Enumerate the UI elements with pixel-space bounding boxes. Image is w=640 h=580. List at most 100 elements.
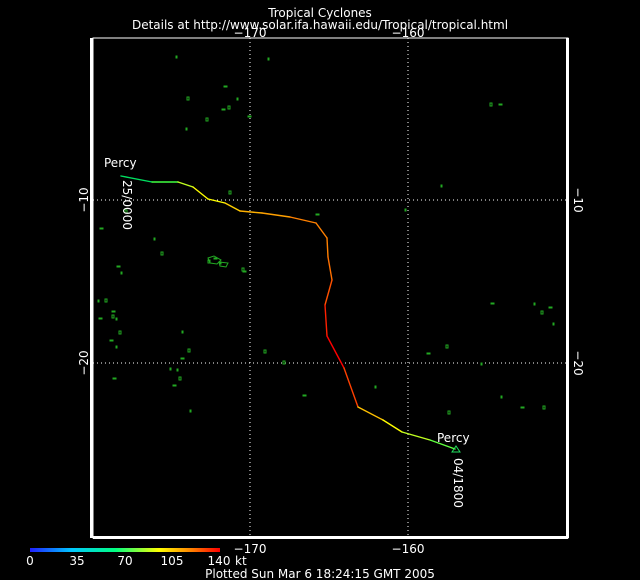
island [447, 410, 451, 415]
island [176, 368, 179, 372]
island [282, 360, 286, 365]
island [267, 57, 270, 61]
storm-end-time: 04/1800 [451, 458, 465, 508]
island [498, 103, 503, 106]
track-segment [357, 406, 384, 421]
island [542, 405, 546, 410]
storm-track-percy [120, 175, 456, 450]
track-segment [207, 198, 226, 204]
track-segment [382, 419, 403, 433]
plotted-timestamp: Plotted Sun Mar 6 18:24:15 GMT 2005 [205, 567, 435, 580]
map-title: Tropical Cyclones [267, 6, 372, 20]
track-segment [120, 175, 153, 183]
island [223, 85, 228, 88]
island [221, 108, 226, 111]
island [118, 330, 122, 335]
island [109, 339, 114, 342]
island [98, 317, 103, 320]
track-segment [289, 216, 317, 224]
storm-start-label: Percy [104, 156, 137, 170]
island [112, 377, 117, 380]
island [500, 395, 503, 399]
island [187, 348, 191, 353]
island [228, 190, 232, 195]
lon-tick-top-170: −170 [234, 26, 267, 40]
island [445, 344, 449, 349]
track-segment [224, 202, 241, 212]
island [374, 385, 377, 389]
lon-tick-top-160: −160 [392, 26, 425, 40]
island [185, 127, 188, 131]
intensity-colorbar [30, 548, 220, 552]
island [124, 209, 128, 214]
island [186, 96, 190, 101]
legend-unit: kt [235, 554, 247, 568]
legend-label-70: 70 [117, 554, 132, 568]
island [247, 115, 252, 118]
lon-tick-bottom-170: −170 [234, 542, 267, 556]
island [111, 310, 116, 313]
island [404, 208, 407, 212]
lat-tick-left-20: −20 [77, 350, 91, 375]
track-segment [192, 186, 209, 200]
track-segment [343, 367, 359, 408]
island [236, 97, 239, 101]
lon-tick-bottom-160: −160 [392, 542, 425, 556]
island [490, 302, 495, 305]
island [552, 322, 555, 326]
legend-label-105: 105 [161, 554, 184, 568]
island [489, 102, 493, 107]
map-frame [92, 37, 569, 539]
track-segment [326, 237, 329, 258]
island [533, 302, 536, 306]
storm-start-time: 25/0000 [120, 180, 134, 230]
island [480, 362, 483, 366]
island [189, 409, 192, 413]
track-segment [429, 439, 456, 450]
island [440, 184, 443, 188]
island [302, 394, 307, 397]
track-segment [401, 431, 431, 441]
island [104, 298, 108, 303]
island [160, 251, 164, 256]
gridlines [93, 38, 568, 538]
island [172, 384, 177, 387]
island [180, 357, 185, 360]
island [153, 237, 156, 241]
map-subtitle: Details at http://www.solar.ifa.hawaii.e… [132, 18, 508, 32]
island [540, 310, 544, 315]
lat-tick-right-10: −10 [571, 187, 585, 212]
island [520, 406, 525, 409]
track-segment [261, 212, 291, 218]
lat-tick-right-20: −20 [571, 350, 585, 375]
island [218, 261, 229, 268]
frame-left-border [90, 38, 93, 538]
storm-end-marker [451, 445, 461, 453]
island [178, 376, 182, 381]
island [205, 117, 209, 122]
island [115, 317, 118, 321]
island [227, 105, 231, 110]
island [97, 299, 100, 303]
island [548, 306, 553, 309]
island [315, 213, 320, 216]
island [426, 352, 431, 355]
track-segment [327, 256, 333, 281]
islands [97, 55, 555, 415]
lat-tick-left-10: −10 [77, 187, 91, 212]
island [115, 345, 118, 349]
legend-label-35: 35 [69, 554, 84, 568]
frame-right-border [566, 38, 569, 538]
track-segment [324, 279, 333, 306]
island [175, 55, 178, 59]
island [116, 265, 121, 268]
frame-bottom-border [93, 536, 568, 539]
island [263, 349, 267, 354]
track-segment [326, 335, 345, 369]
track-segment [239, 210, 263, 214]
track-segment [324, 304, 328, 337]
island [169, 367, 172, 371]
island [181, 330, 184, 334]
track-segment [177, 181, 194, 188]
